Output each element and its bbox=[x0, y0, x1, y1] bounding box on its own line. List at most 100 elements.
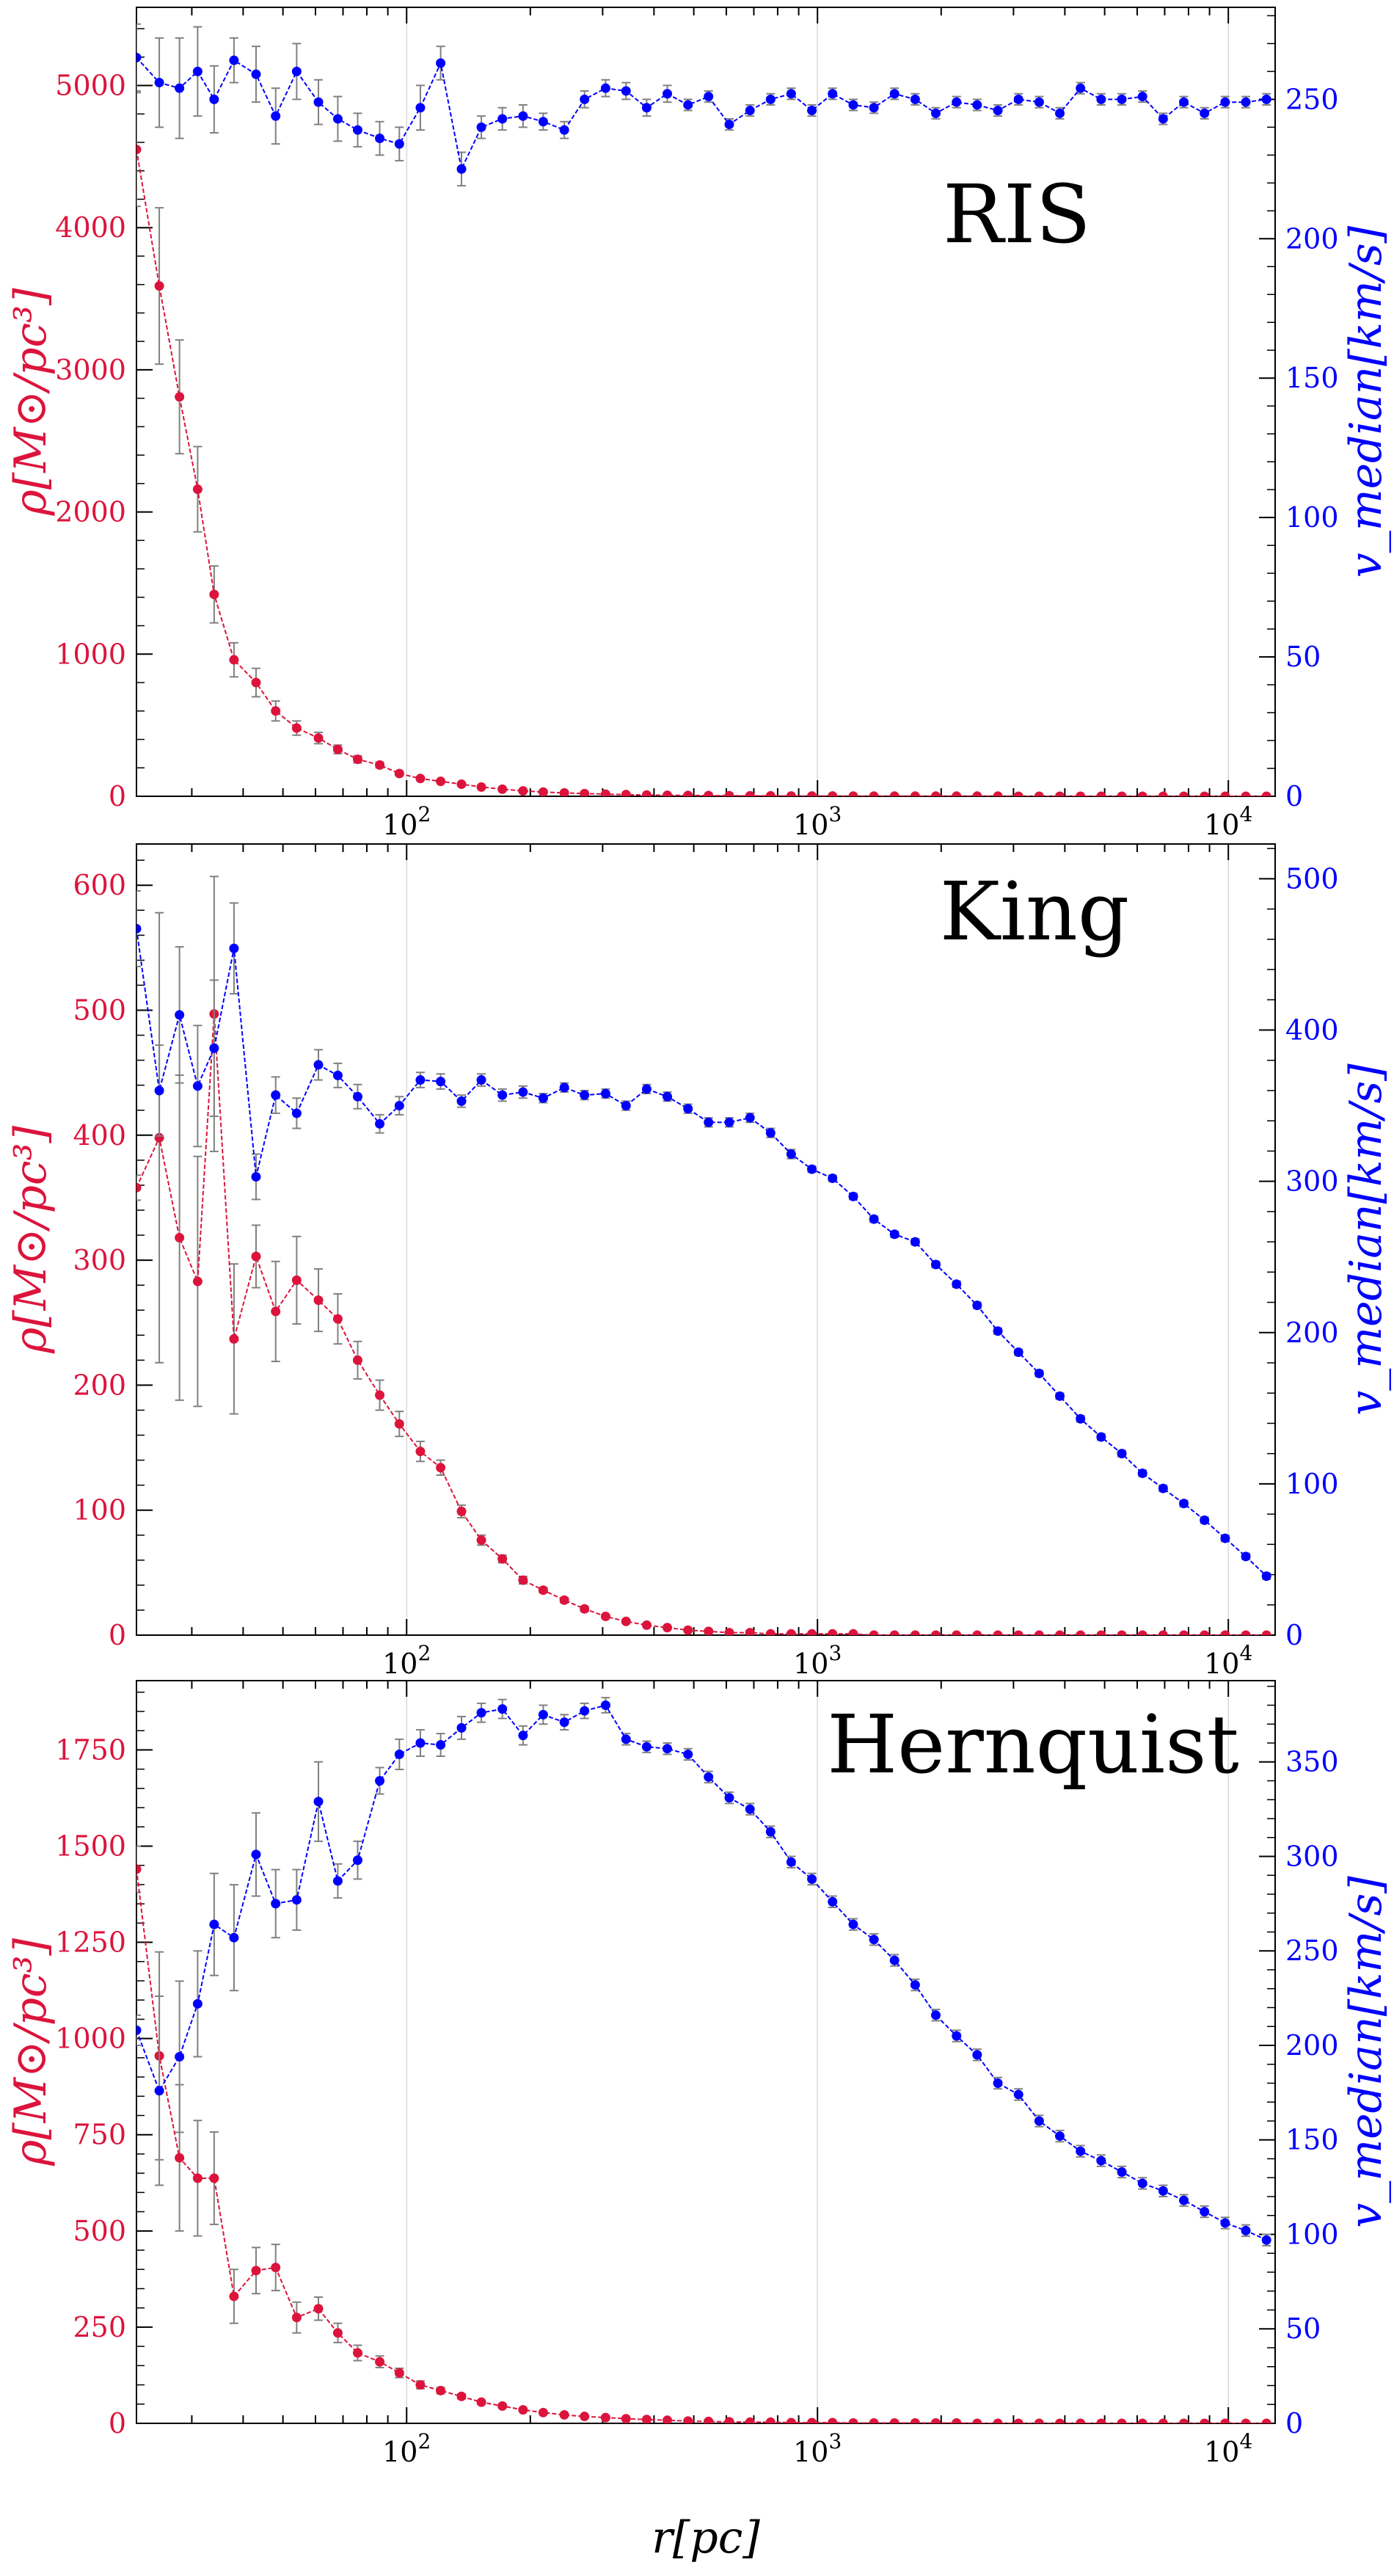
data-point-right bbox=[786, 89, 796, 99]
data-point-left bbox=[1200, 1630, 1210, 1635]
data-point-right bbox=[952, 1279, 962, 1289]
data-point-left bbox=[889, 2417, 899, 2423]
data-point-left bbox=[352, 754, 362, 765]
data-point-right bbox=[1096, 1432, 1106, 1442]
data-point-left bbox=[476, 782, 486, 792]
y-left-tick-label: 5000 bbox=[55, 70, 126, 102]
data-point-left bbox=[848, 791, 858, 796]
data-point-left bbox=[394, 768, 404, 779]
y-left-tick-label: 300 bbox=[73, 1244, 126, 1276]
data-point-right bbox=[1013, 1347, 1023, 1358]
y-right-tick-label: 250 bbox=[1285, 1935, 1339, 1967]
data-point-right bbox=[952, 97, 962, 107]
data-point-right bbox=[1013, 94, 1023, 104]
data-point-right bbox=[1117, 94, 1127, 104]
data-point-right bbox=[1096, 2155, 1106, 2166]
data-point-right bbox=[724, 120, 734, 130]
data-point-right bbox=[209, 1043, 219, 1053]
y-left-tick-label: 750 bbox=[73, 2119, 126, 2151]
data-point-right bbox=[910, 1980, 920, 1990]
data-point-right bbox=[538, 1709, 548, 1720]
data-point-left bbox=[1096, 1630, 1106, 1635]
data-point-left bbox=[209, 589, 219, 600]
y-right-tick-label: 350 bbox=[1285, 1746, 1339, 1778]
data-point-right bbox=[848, 1919, 858, 1929]
y-left-tick-label: 100 bbox=[73, 1494, 126, 1527]
data-point-left bbox=[1034, 791, 1044, 796]
data-point-left bbox=[476, 2397, 486, 2407]
data-point-left bbox=[192, 2173, 202, 2183]
data-point-left bbox=[1200, 791, 1210, 796]
data-point-right bbox=[1096, 94, 1106, 104]
y-right-tick-label: 300 bbox=[1285, 1165, 1339, 1198]
data-point-left bbox=[136, 145, 142, 155]
data-point-left bbox=[1117, 2418, 1127, 2423]
x-axis-label: r[pc] bbox=[652, 2512, 760, 2564]
data-point-left bbox=[683, 2416, 693, 2423]
data-point-left bbox=[724, 2417, 734, 2423]
y-left-tick-label: 2000 bbox=[55, 496, 126, 528]
data-point-left bbox=[952, 2417, 962, 2423]
data-point-right bbox=[1137, 1468, 1147, 1478]
data-point-left bbox=[807, 2417, 817, 2423]
data-point-left bbox=[497, 784, 508, 794]
data-point-left bbox=[765, 2417, 776, 2423]
data-point-right bbox=[807, 1164, 817, 1174]
data-point-right bbox=[518, 111, 528, 121]
data-point-right bbox=[580, 1090, 590, 1100]
y-right-tick-label: 100 bbox=[1285, 501, 1339, 534]
data-point-right bbox=[518, 1087, 528, 1097]
x-tick-label: 102 bbox=[382, 2429, 431, 2468]
data-point-right bbox=[518, 1731, 528, 1741]
data-point-left bbox=[848, 1629, 858, 1635]
data-point-left bbox=[1241, 1630, 1251, 1635]
data-point-left bbox=[786, 1629, 796, 1635]
plot-frame bbox=[136, 843, 1276, 1636]
y-left-axis-label: ρ[M⊙/pc³] bbox=[5, 1938, 56, 2166]
data-point-right bbox=[663, 1091, 673, 1102]
data-point-left bbox=[1013, 791, 1023, 796]
data-point-left bbox=[456, 779, 467, 790]
data-point-right bbox=[704, 1117, 714, 1127]
data-point-right bbox=[807, 1874, 817, 1884]
data-point-right bbox=[352, 1091, 362, 1102]
data-point-left bbox=[1137, 1630, 1147, 1635]
data-point-left bbox=[745, 2417, 755, 2423]
y-right-tick-label: 500 bbox=[1285, 862, 1339, 895]
data-point-left bbox=[251, 677, 261, 688]
data-point-right bbox=[683, 100, 693, 110]
data-point-left bbox=[580, 1604, 590, 1614]
data-point-right bbox=[683, 1749, 693, 1759]
data-point-right bbox=[972, 100, 982, 110]
data-point-left bbox=[291, 723, 302, 733]
series-line-left bbox=[136, 1014, 1267, 1635]
chart-panel-2: 102 103 104 0 250 500 750 1000 1250 1500 1750 0 50 10… bbox=[5, 1680, 1392, 2468]
y-left-tick-label: 1250 bbox=[55, 1926, 126, 1959]
data-point-right bbox=[136, 923, 142, 934]
series-line-left bbox=[136, 149, 1267, 796]
data-point-right bbox=[476, 1075, 486, 1085]
data-point-left bbox=[600, 2412, 610, 2423]
data-point-right bbox=[663, 89, 673, 99]
data-point-left bbox=[931, 1630, 941, 1635]
data-point-right bbox=[1220, 97, 1230, 107]
data-point-right bbox=[192, 1998, 202, 2009]
data-point-left bbox=[931, 791, 941, 796]
data-point-right bbox=[332, 1876, 343, 1886]
data-point-left bbox=[352, 2348, 362, 2358]
x-tick-label: 102 bbox=[382, 802, 431, 841]
data-point-left bbox=[889, 1630, 899, 1635]
data-point-left bbox=[704, 790, 714, 796]
data-point-right bbox=[394, 139, 404, 149]
data-point-right bbox=[869, 103, 879, 113]
data-point-right bbox=[1034, 2116, 1044, 2126]
data-point-right bbox=[828, 89, 838, 99]
y-right-axis-label: v_median[km/s] bbox=[1340, 1876, 1392, 2228]
data-point-left bbox=[332, 1314, 343, 1324]
data-point-left bbox=[704, 2416, 714, 2423]
data-point-right bbox=[972, 2050, 982, 2060]
data-point-right bbox=[476, 1708, 486, 1718]
data-point-right bbox=[724, 1117, 734, 1127]
data-point-right bbox=[1261, 94, 1271, 104]
x-tick-label: 102 bbox=[382, 1641, 431, 1680]
